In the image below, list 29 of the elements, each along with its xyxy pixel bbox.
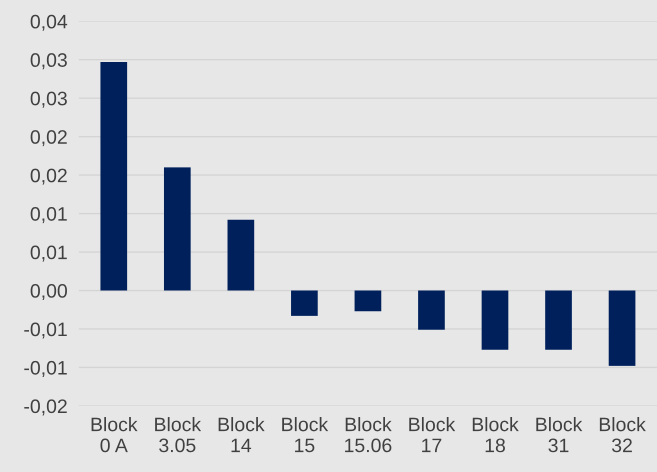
bar [608, 290, 636, 366]
bar [164, 167, 191, 291]
x-tick-label: Block 31 [536, 417, 582, 452]
y-tick-label: -0,02 [24, 399, 67, 416]
x-tick-label: Block 15.06 [345, 417, 392, 452]
y-tick-label: 0,02 [30, 168, 67, 185]
y-tick-label: 0,04 [30, 14, 68, 31]
x-tick-label: Block 17 [409, 417, 456, 452]
bar [482, 290, 508, 350]
x-tick-label: Block 32 [600, 417, 646, 452]
bar [228, 220, 254, 291]
x-tick-label: Block 14 [218, 417, 265, 452]
bar [545, 290, 572, 350]
x-tick-label: Block 18 [472, 417, 519, 452]
y-tick-label: 0,03 [30, 53, 67, 70]
x-tick-label: Block 3.05 [155, 417, 202, 452]
x-tick-label: Block 15 [282, 417, 328, 452]
y-tick-label: 0,02 [30, 130, 67, 146]
bar [291, 290, 318, 316]
y-tick-label: -0,01 [24, 322, 67, 339]
y-tick-label: 0,03 [30, 92, 67, 108]
y-tick-label: 0,01 [30, 207, 67, 224]
y-tick-label: -0,01 [24, 360, 67, 377]
x-tick-label: Block 0 A [92, 417, 138, 452]
y-tick-label: 0,01 [30, 246, 67, 262]
y-tick-label: 0,00 [30, 284, 67, 300]
bar [354, 290, 382, 312]
bar [418, 290, 445, 330]
bar [100, 62, 128, 291]
